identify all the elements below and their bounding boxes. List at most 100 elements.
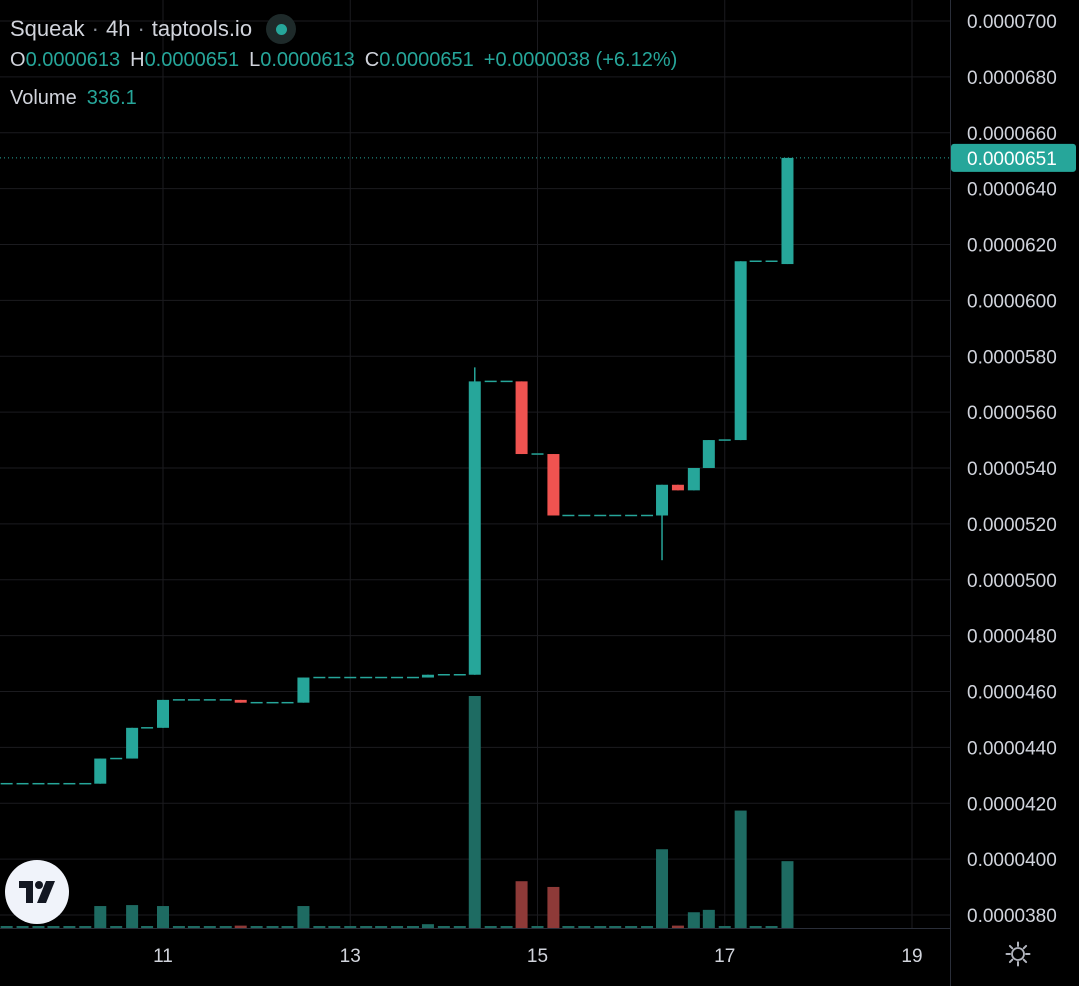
source-label: taptools.io — [151, 16, 253, 41]
high-label: H — [130, 49, 145, 71]
interval-label[interactable]: 4h — [105, 16, 131, 41]
price-candles — [0, 157, 794, 785]
y-tick-label: 0.0000640 — [967, 180, 1057, 201]
separator: · — [91, 16, 99, 41]
symbol-name[interactable]: Squeak — [10, 16, 85, 41]
volume-bar — [94, 906, 107, 928]
y-tick-label: 0.0000440 — [967, 738, 1057, 759]
volume-bar — [749, 926, 762, 928]
y-tick-label: 0.0000660 — [967, 124, 1057, 145]
candle — [687, 468, 700, 491]
candle-body — [126, 727, 139, 759]
volume-label[interactable]: Volume — [10, 87, 77, 109]
volume-bar — [671, 925, 684, 928]
volume-bar — [718, 926, 731, 928]
candle — [547, 454, 560, 516]
symbol-row: Squeak · 4h · taptools.io — [10, 14, 687, 44]
volume-value: 336.1 — [86, 87, 137, 109]
volume-bar — [421, 924, 434, 928]
volume-bar — [0, 926, 13, 928]
y-tick-label: 0.0000680 — [967, 68, 1057, 89]
volume-bar — [687, 912, 700, 928]
volume-bar — [375, 926, 388, 928]
candle — [126, 727, 139, 759]
open-label: O — [10, 49, 26, 71]
candle — [468, 367, 481, 675]
x-tick-label: 13 — [340, 946, 361, 967]
candle-body — [157, 699, 169, 728]
ohlc-row: O 0.0000613 H 0.0000651 L 0.0000613 C 0.… — [10, 46, 687, 74]
candle — [297, 677, 310, 703]
volume-bar — [765, 926, 778, 928]
x-tick-label: 15 — [527, 946, 548, 967]
candle-body — [656, 484, 669, 516]
volume-bar — [126, 905, 139, 928]
last-price-badge — [951, 143, 1076, 172]
candle-body — [734, 261, 747, 441]
high-value: 0.0000651 — [144, 49, 240, 71]
candle — [656, 484, 669, 561]
candle — [421, 674, 434, 678]
candle-body — [781, 157, 794, 265]
open-value: 0.0000613 — [25, 49, 121, 71]
volume-bar — [468, 696, 481, 928]
y-tick-label: 0.0000460 — [967, 683, 1057, 704]
volume-bar — [594, 926, 607, 928]
volume-bar — [531, 926, 544, 928]
candle — [734, 261, 747, 441]
candle — [234, 699, 247, 703]
volume-bar — [437, 926, 450, 928]
volume-bar — [562, 926, 575, 928]
volume-bar — [344, 926, 357, 928]
x-tick-label: 17 — [714, 946, 735, 967]
y-tick-label: 0.0000400 — [967, 850, 1057, 871]
candle-body — [515, 381, 528, 455]
y-tick-label: 0.0000500 — [967, 571, 1057, 592]
last-price-label: 0.0000651 — [967, 149, 1057, 170]
volume-bar — [63, 926, 76, 928]
volume-bar — [702, 909, 715, 928]
volume-bar — [734, 810, 747, 928]
candle — [781, 157, 794, 265]
separator: · — [137, 16, 145, 41]
candle-body — [702, 440, 715, 468]
volume-bar — [172, 926, 185, 928]
volume-bar — [500, 926, 513, 928]
y-tick-label: 0.0000700 — [967, 12, 1057, 33]
volume-bar — [313, 926, 326, 928]
volume-bar — [297, 906, 310, 928]
volume-bar — [391, 926, 404, 928]
volume-bar — [406, 926, 419, 928]
volume-bar — [515, 881, 528, 928]
volume-bar — [79, 926, 92, 928]
candle-body — [468, 381, 481, 675]
y-tick-label: 0.0000520 — [967, 515, 1057, 536]
gear-icon[interactable] — [1003, 939, 1033, 969]
candle — [515, 381, 528, 455]
volume-bar — [110, 926, 123, 928]
change-value: +0.0000038 (+6.12%) — [483, 49, 678, 71]
candle-body — [297, 677, 310, 703]
volume-bar — [578, 926, 591, 928]
tradingview-logo-icon[interactable] — [5, 860, 69, 924]
volume-bar — [219, 926, 232, 928]
volume-bar — [47, 926, 60, 928]
volume-bar — [360, 926, 373, 928]
volume-row: Volume 336.1 — [10, 84, 687, 112]
low-value: 0.0000613 — [260, 49, 355, 71]
volume-bar — [234, 925, 247, 928]
candle-body — [671, 484, 684, 491]
volume-bar — [547, 886, 560, 928]
volume-bar — [625, 926, 638, 928]
candle — [157, 699, 169, 728]
volume-bar — [281, 926, 294, 928]
y-tick-label: 0.0000540 — [967, 459, 1057, 480]
volume-bar — [157, 906, 169, 928]
y-tick-label: 0.0000580 — [967, 347, 1057, 368]
candle-body — [421, 674, 434, 678]
x-tick-label: 11 — [153, 946, 173, 967]
volume-bar — [484, 926, 497, 928]
live-dot-icon[interactable] — [266, 14, 297, 44]
